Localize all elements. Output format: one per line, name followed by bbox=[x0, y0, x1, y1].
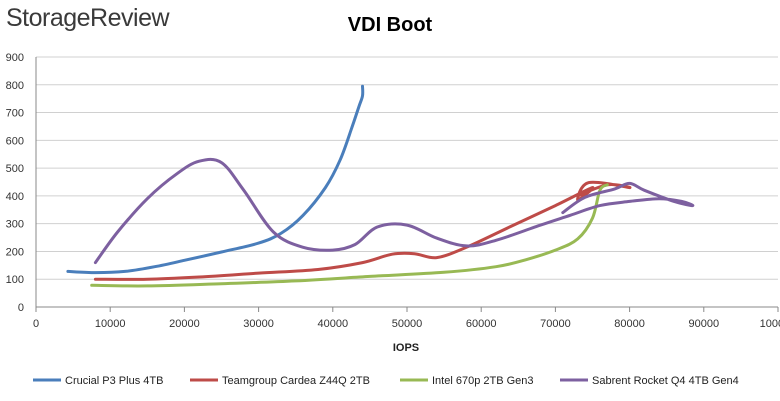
x-tick-label: 30000 bbox=[243, 318, 274, 330]
y-tick-label: 800 bbox=[6, 80, 24, 92]
series-lines bbox=[66, 84, 695, 288]
legend-label: Crucial P3 Plus 4TB bbox=[65, 375, 163, 387]
brand-logo: StorageReview bbox=[6, 4, 170, 32]
x-tick-label: 0 bbox=[33, 318, 39, 330]
x-tick-label: 20000 bbox=[169, 318, 200, 330]
y-tick-label: 0 bbox=[18, 302, 24, 314]
x-tick-label: 100000 bbox=[760, 318, 780, 330]
x-axis-label: IOPS bbox=[393, 342, 419, 354]
series-line-3 bbox=[90, 183, 609, 288]
y-tick-label: 100 bbox=[6, 274, 24, 286]
legend-label: Sabrent Rocket Q4 4TB Gen4 bbox=[592, 375, 739, 387]
y-tick-labels: 0 100 200 300 400 500 600 700 800 900 bbox=[6, 52, 24, 314]
x-tick-label: 70000 bbox=[540, 318, 571, 330]
y-tick-label: 500 bbox=[6, 163, 24, 175]
x-tick-label: 90000 bbox=[689, 318, 720, 330]
series-line-4 bbox=[93, 157, 695, 265]
chart-title: VDI Boot bbox=[347, 14, 433, 36]
x-tick-label: 10000 bbox=[95, 318, 126, 330]
x-tick-label: 40000 bbox=[318, 318, 349, 330]
x-tick-label: 60000 bbox=[466, 318, 497, 330]
series-line-2 bbox=[93, 180, 632, 281]
y-tick-label: 600 bbox=[6, 135, 24, 147]
legend: Crucial P3 Plus 4TB Teamgroup Cardea Z44Q… bbox=[33, 375, 739, 387]
legend-item-1: Crucial P3 Plus 4TB bbox=[33, 375, 163, 387]
y-tick-label: 200 bbox=[6, 246, 24, 258]
legend-item-2: Teamgroup Cardea Z44Q 2TB bbox=[190, 375, 370, 387]
grid-lines bbox=[36, 56, 778, 280]
x-tick-label: 50000 bbox=[392, 318, 423, 330]
x-tick-labels: 0 10000 20000 30000 40000 50000 60000 70000 8000… bbox=[33, 307, 780, 330]
y-tick-label: 400 bbox=[6, 191, 24, 203]
legend-label: Intel 670p 2TB Gen3 bbox=[432, 375, 534, 387]
y-tick-label: 300 bbox=[6, 219, 24, 231]
series-line-1 bbox=[66, 84, 365, 275]
y-tick-label: 700 bbox=[6, 108, 24, 120]
legend-item-3: Intel 670p 2TB Gen3 bbox=[400, 375, 534, 387]
legend-label: Teamgroup Cardea Z44Q 2TB bbox=[222, 375, 370, 387]
x-tick-label: 80000 bbox=[614, 318, 645, 330]
legend-item-4: Sabrent Rocket Q4 4TB Gen4 bbox=[560, 375, 739, 387]
y-tick-label: 900 bbox=[6, 52, 24, 64]
